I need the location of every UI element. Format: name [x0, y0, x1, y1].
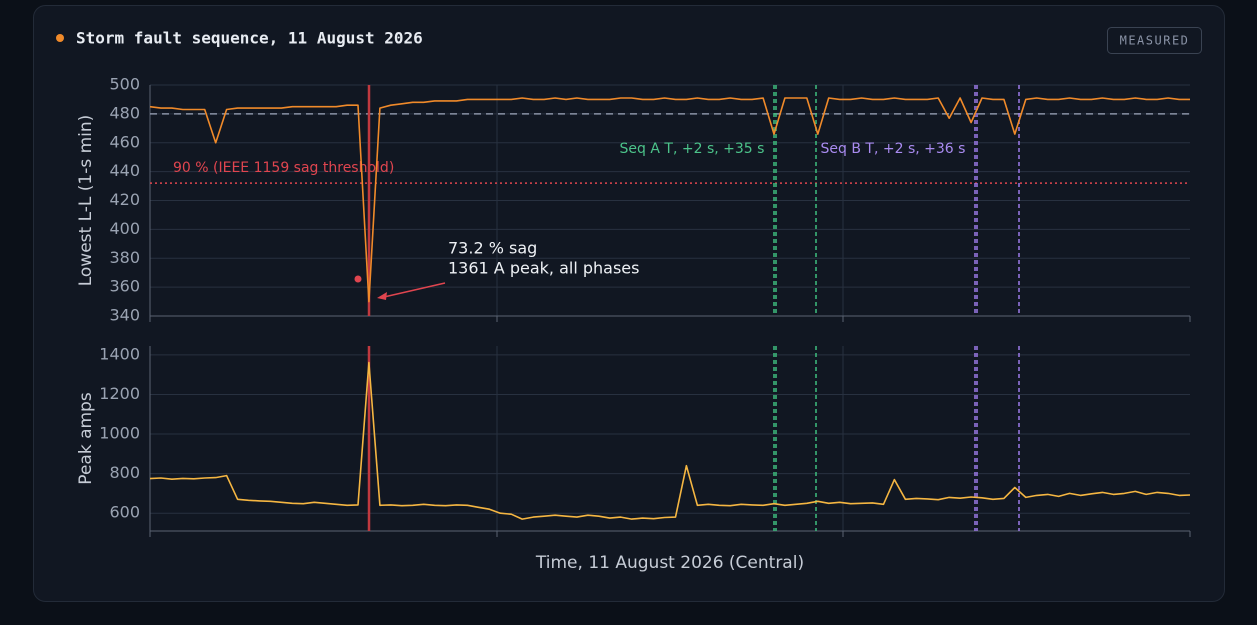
- y-axis-label: Lowest L-L (1-s min): [76, 115, 96, 287]
- y-tick-label: 1000: [99, 424, 140, 443]
- annotation: 73.2 % sag: [448, 239, 537, 258]
- series-line: [149, 361, 1191, 520]
- y-tick-label: 460: [109, 132, 140, 151]
- x-axis-label: Time, 11 August 2026 (Central): [535, 553, 804, 573]
- panel: [33, 5, 1225, 602]
- annotation-dot: [354, 275, 362, 283]
- badge: MEASURED: [1120, 34, 1190, 48]
- y-tick-label: 440: [109, 161, 140, 180]
- annotation: Seq A T, +2 s, +35 s: [620, 141, 765, 157]
- annotation: 1361 A peak, all phases: [448, 259, 639, 278]
- title: Storm fault sequence, 11 August 2026: [76, 29, 423, 48]
- y-tick-label: 420: [109, 190, 140, 209]
- annotation: Seq B T, +2 s, +36 s: [821, 141, 966, 157]
- y-tick-label: 600: [109, 503, 140, 522]
- y-tick-label: 400: [109, 219, 140, 238]
- y-tick-label: 360: [109, 277, 140, 296]
- y-tick-label: 1400: [99, 344, 140, 363]
- annotation-arrow: [383, 282, 446, 298]
- series-line: [149, 97, 1190, 303]
- y-tick-label: 340: [109, 306, 140, 325]
- arrow-head: [377, 292, 387, 300]
- y-tick-label: 480: [109, 103, 140, 122]
- series-dot: [56, 34, 64, 42]
- y-tick-label: 1200: [99, 384, 140, 403]
- badge-box: [1107, 27, 1202, 54]
- reference-label: 90 % (IEEE 1159 sag threshold): [173, 160, 394, 176]
- y-tick-label: 380: [109, 248, 140, 267]
- y-tick-label: 500: [109, 75, 140, 94]
- y-axis-label: Peak amps: [76, 392, 96, 485]
- y-tick-label: 800: [109, 463, 140, 482]
